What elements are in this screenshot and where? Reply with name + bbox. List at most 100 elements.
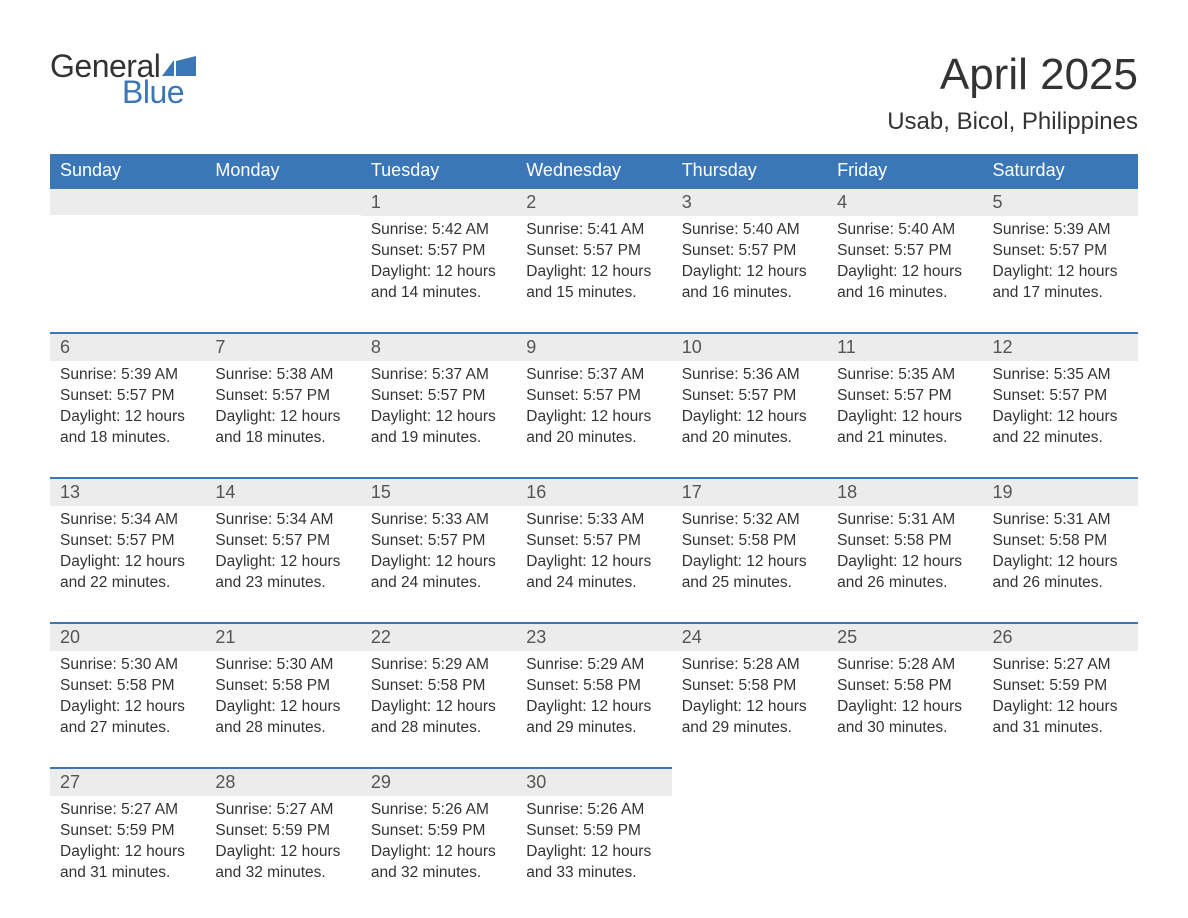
day-details: Sunrise: 5:28 AMSunset: 5:58 PMDaylight:… xyxy=(827,651,982,747)
day-cell: 29Sunrise: 5:26 AMSunset: 5:59 PMDayligh… xyxy=(361,767,516,912)
day-cell: 24Sunrise: 5:28 AMSunset: 5:58 PMDayligh… xyxy=(672,622,827,767)
sunset-line: Sunset: 5:58 PM xyxy=(682,676,817,697)
day-number: 15 xyxy=(361,477,516,506)
calendar-cell xyxy=(827,767,982,912)
day-cell: 30Sunrise: 5:26 AMSunset: 5:59 PMDayligh… xyxy=(516,767,671,912)
sunset-line: Sunset: 5:57 PM xyxy=(526,531,661,552)
day-cell: 4Sunrise: 5:40 AMSunset: 5:57 PMDaylight… xyxy=(827,187,982,332)
day-cell: 27Sunrise: 5:27 AMSunset: 5:59 PMDayligh… xyxy=(50,767,205,912)
sunrise-line: Sunrise: 5:33 AM xyxy=(371,510,506,531)
day-number: 23 xyxy=(516,622,671,651)
sunset-line: Sunset: 5:57 PM xyxy=(60,531,195,552)
sunset-line: Sunset: 5:59 PM xyxy=(371,821,506,842)
day-details: Sunrise: 5:32 AMSunset: 5:58 PMDaylight:… xyxy=(672,506,827,602)
day-number: 14 xyxy=(205,477,360,506)
month-title: April 2025 xyxy=(887,50,1138,100)
day-cell: 14Sunrise: 5:34 AMSunset: 5:57 PMDayligh… xyxy=(205,477,360,622)
sunset-line: Sunset: 5:58 PM xyxy=(60,676,195,697)
day-number: 6 xyxy=(50,332,205,361)
sunrise-line: Sunrise: 5:27 AM xyxy=(215,800,350,821)
day-details: Sunrise: 5:37 AMSunset: 5:57 PMDaylight:… xyxy=(361,361,516,457)
daylight-line: Daylight: 12 hours and 29 minutes. xyxy=(526,697,661,739)
calendar-cell: 12Sunrise: 5:35 AMSunset: 5:57 PMDayligh… xyxy=(983,332,1138,477)
day-details: Sunrise: 5:27 AMSunset: 5:59 PMDaylight:… xyxy=(983,651,1138,747)
day-number: 24 xyxy=(672,622,827,651)
sunrise-line: Sunrise: 5:36 AM xyxy=(682,365,817,386)
calendar-cell: 18Sunrise: 5:31 AMSunset: 5:58 PMDayligh… xyxy=(827,477,982,622)
sunrise-line: Sunrise: 5:31 AM xyxy=(993,510,1128,531)
daylight-line: Daylight: 12 hours and 32 minutes. xyxy=(215,842,350,884)
sunrise-line: Sunrise: 5:27 AM xyxy=(993,655,1128,676)
day-cell: 11Sunrise: 5:35 AMSunset: 5:57 PMDayligh… xyxy=(827,332,982,477)
sunset-line: Sunset: 5:59 PM xyxy=(993,676,1128,697)
daylight-line: Daylight: 12 hours and 28 minutes. xyxy=(215,697,350,739)
day-cell: 5Sunrise: 5:39 AMSunset: 5:57 PMDaylight… xyxy=(983,187,1138,332)
calendar-header-row: SundayMondayTuesdayWednesdayThursdayFrid… xyxy=(50,154,1138,187)
day-cell: 2Sunrise: 5:41 AMSunset: 5:57 PMDaylight… xyxy=(516,187,671,332)
daylight-line: Daylight: 12 hours and 23 minutes. xyxy=(215,552,350,594)
sunrise-line: Sunrise: 5:41 AM xyxy=(526,220,661,241)
daylight-line: Daylight: 12 hours and 32 minutes. xyxy=(371,842,506,884)
day-number: 12 xyxy=(983,332,1138,361)
sunrise-line: Sunrise: 5:28 AM xyxy=(682,655,817,676)
day-cell: 13Sunrise: 5:34 AMSunset: 5:57 PMDayligh… xyxy=(50,477,205,622)
sunset-line: Sunset: 5:58 PM xyxy=(682,531,817,552)
sunrise-line: Sunrise: 5:29 AM xyxy=(371,655,506,676)
calendar-cell: 21Sunrise: 5:30 AMSunset: 5:58 PMDayligh… xyxy=(205,622,360,767)
sunrise-line: Sunrise: 5:30 AM xyxy=(60,655,195,676)
location-subtitle: Usab, Bicol, Philippines xyxy=(887,108,1138,136)
calendar-cell: 9Sunrise: 5:37 AMSunset: 5:57 PMDaylight… xyxy=(516,332,671,477)
day-details: Sunrise: 5:26 AMSunset: 5:59 PMDaylight:… xyxy=(516,796,671,892)
daylight-line: Daylight: 12 hours and 21 minutes. xyxy=(837,407,972,449)
day-details: Sunrise: 5:35 AMSunset: 5:57 PMDaylight:… xyxy=(827,361,982,457)
day-details: Sunrise: 5:28 AMSunset: 5:58 PMDaylight:… xyxy=(672,651,827,747)
daylight-line: Daylight: 12 hours and 16 minutes. xyxy=(682,262,817,304)
sunrise-line: Sunrise: 5:34 AM xyxy=(215,510,350,531)
daylight-line: Daylight: 12 hours and 22 minutes. xyxy=(60,552,195,594)
day-cell: 9Sunrise: 5:37 AMSunset: 5:57 PMDaylight… xyxy=(516,332,671,477)
sunrise-line: Sunrise: 5:35 AM xyxy=(993,365,1128,386)
sunset-line: Sunset: 5:58 PM xyxy=(215,676,350,697)
sunrise-line: Sunrise: 5:27 AM xyxy=(60,800,195,821)
day-details: Sunrise: 5:33 AMSunset: 5:57 PMDaylight:… xyxy=(516,506,671,602)
day-details: Sunrise: 5:38 AMSunset: 5:57 PMDaylight:… xyxy=(205,361,360,457)
sunrise-line: Sunrise: 5:37 AM xyxy=(371,365,506,386)
calendar-week-row: 27Sunrise: 5:27 AMSunset: 5:59 PMDayligh… xyxy=(50,767,1138,912)
sunrise-line: Sunrise: 5:40 AM xyxy=(837,220,972,241)
daylight-line: Daylight: 12 hours and 31 minutes. xyxy=(993,697,1128,739)
sunrise-line: Sunrise: 5:39 AM xyxy=(993,220,1128,241)
sunrise-line: Sunrise: 5:30 AM xyxy=(215,655,350,676)
calendar-cell: 10Sunrise: 5:36 AMSunset: 5:57 PMDayligh… xyxy=(672,332,827,477)
title-block: April 2025 Usab, Bicol, Philippines xyxy=(887,50,1138,136)
day-number: 8 xyxy=(361,332,516,361)
day-details: Sunrise: 5:27 AMSunset: 5:59 PMDaylight:… xyxy=(205,796,360,892)
day-number: 19 xyxy=(983,477,1138,506)
calendar-week-row: 1Sunrise: 5:42 AMSunset: 5:57 PMDaylight… xyxy=(50,187,1138,332)
calendar-cell: 13Sunrise: 5:34 AMSunset: 5:57 PMDayligh… xyxy=(50,477,205,622)
sunrise-line: Sunrise: 5:31 AM xyxy=(837,510,972,531)
sunset-line: Sunset: 5:57 PM xyxy=(215,386,350,407)
day-cell: 22Sunrise: 5:29 AMSunset: 5:58 PMDayligh… xyxy=(361,622,516,767)
calendar-cell: 6Sunrise: 5:39 AMSunset: 5:57 PMDaylight… xyxy=(50,332,205,477)
sunset-line: Sunset: 5:57 PM xyxy=(371,386,506,407)
day-number: 29 xyxy=(361,767,516,796)
day-details: Sunrise: 5:35 AMSunset: 5:57 PMDaylight:… xyxy=(983,361,1138,457)
calendar-week-row: 6Sunrise: 5:39 AMSunset: 5:57 PMDaylight… xyxy=(50,332,1138,477)
day-details: Sunrise: 5:39 AMSunset: 5:57 PMDaylight:… xyxy=(983,216,1138,312)
day-number: 2 xyxy=(516,187,671,216)
daylight-line: Daylight: 12 hours and 19 minutes. xyxy=(371,407,506,449)
day-details: Sunrise: 5:30 AMSunset: 5:58 PMDaylight:… xyxy=(50,651,205,747)
sunset-line: Sunset: 5:58 PM xyxy=(526,676,661,697)
sunrise-line: Sunrise: 5:26 AM xyxy=(526,800,661,821)
day-details: Sunrise: 5:29 AMSunset: 5:58 PMDaylight:… xyxy=(516,651,671,747)
day-cell: 1Sunrise: 5:42 AMSunset: 5:57 PMDaylight… xyxy=(361,187,516,332)
calendar-cell: 11Sunrise: 5:35 AMSunset: 5:57 PMDayligh… xyxy=(827,332,982,477)
sunrise-line: Sunrise: 5:42 AM xyxy=(371,220,506,241)
calendar-cell: 7Sunrise: 5:38 AMSunset: 5:57 PMDaylight… xyxy=(205,332,360,477)
flag-icon xyxy=(162,56,196,76)
day-number: 10 xyxy=(672,332,827,361)
day-details: Sunrise: 5:33 AMSunset: 5:57 PMDaylight:… xyxy=(361,506,516,602)
sunset-line: Sunset: 5:57 PM xyxy=(837,386,972,407)
day-number: 9 xyxy=(516,332,671,361)
day-cell: 12Sunrise: 5:35 AMSunset: 5:57 PMDayligh… xyxy=(983,332,1138,477)
